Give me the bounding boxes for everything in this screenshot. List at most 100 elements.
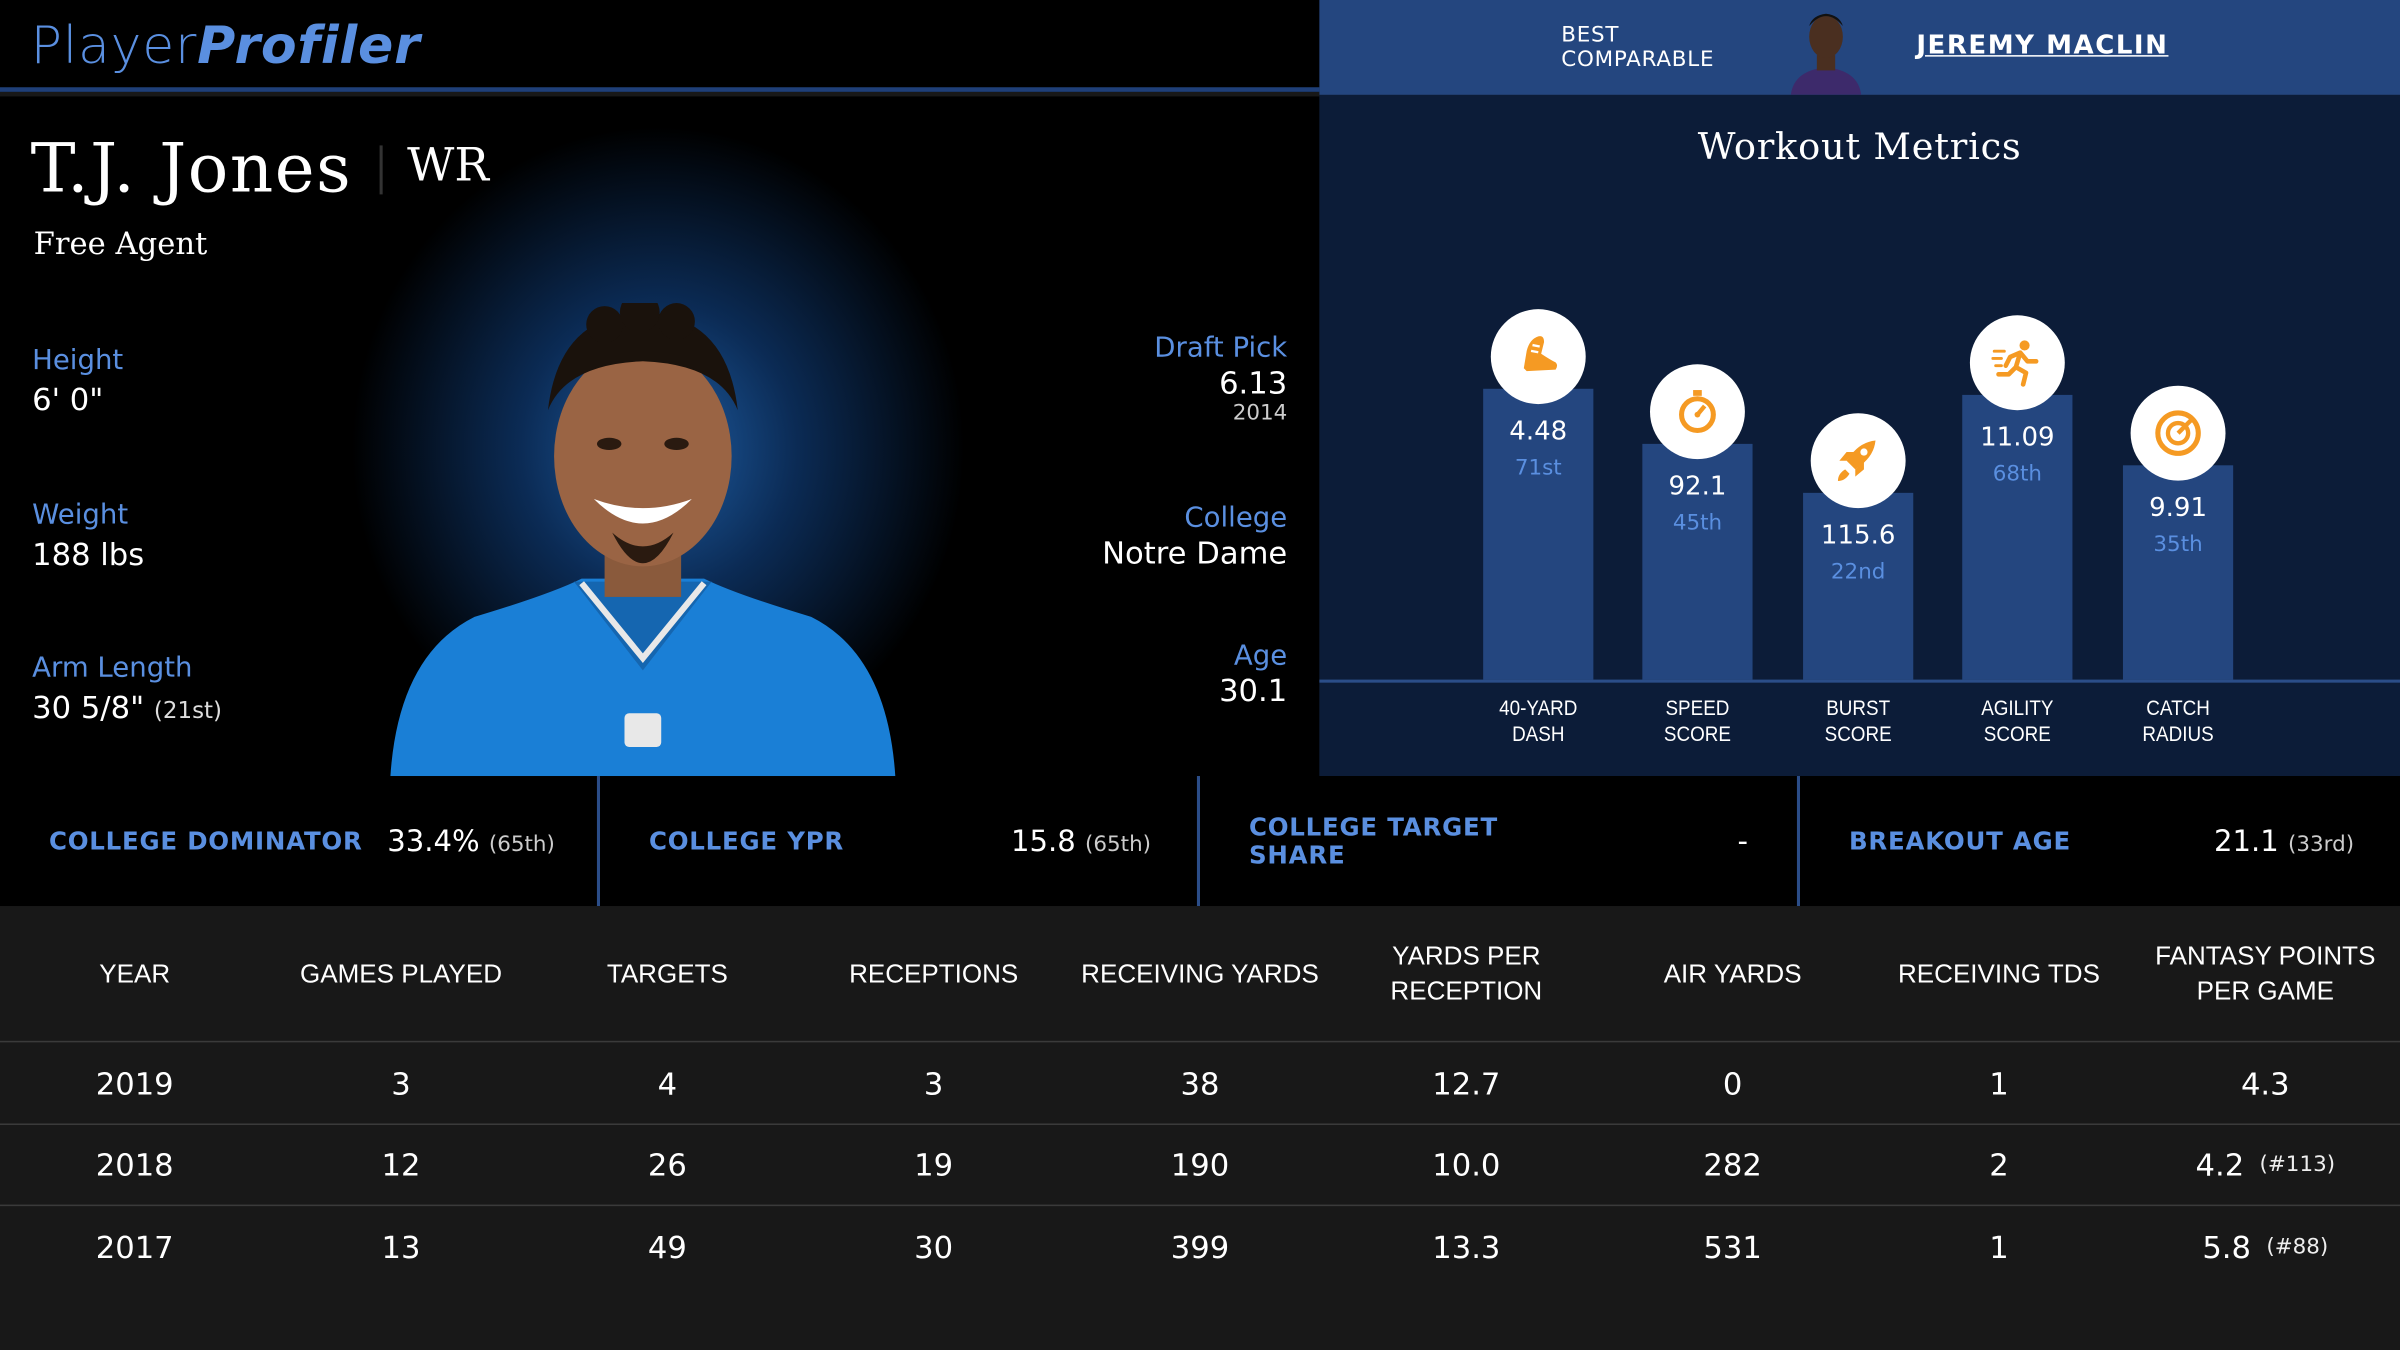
table-cell-value: 3: [923, 1064, 944, 1102]
chart-axis: [1319, 679, 2400, 683]
table-cell-value: 531: [1703, 1228, 1762, 1266]
college-ypr-value: 15.8 (65th): [1011, 825, 1151, 859]
workout-bar-catch-radius[interactable]: [2122, 465, 2234, 680]
breakout-age-cell: BREAKOUT AGE 21.1 (33rd): [1800, 776, 2400, 906]
college-dominator-cell: COLLEGE DOMINATOR 33.4% (65th): [0, 776, 600, 907]
table-cell-value: 10.0: [1432, 1146, 1501, 1184]
workout-label-catch-radius: CATCH RADIUS: [2111, 695, 2246, 747]
table-cell: 13: [269, 1206, 532, 1287]
arm-length-rank: (21st): [153, 696, 223, 724]
table-cell: 3: [269, 1042, 532, 1123]
table-cell-value: 0: [1722, 1064, 1743, 1102]
workout-bar-agility-score[interactable]: [1962, 394, 2073, 680]
table-cell-value: 4.2: [2195, 1146, 2245, 1184]
table-cell: 2018: [3, 1124, 266, 1205]
age-label: Age: [1233, 639, 1288, 672]
workout-label-line1: 40-YARD: [1499, 694, 1578, 720]
weight-label: Weight: [32, 498, 129, 532]
table-cell-value: 5.8: [2202, 1228, 2252, 1266]
workout-bar-speed-score[interactable]: [1642, 443, 1753, 680]
table-cell: 26: [536, 1124, 799, 1205]
table-cell: 2: [1867, 1124, 2130, 1205]
shoe-icon: [1490, 309, 1586, 405]
workout-label-line2: SCORE: [1663, 720, 1731, 746]
table-row: 2019 3 4 3 38 12.7 0 1 4.3: [0, 1040, 2400, 1123]
workout-bar-40-yard-dash[interactable]: [1483, 388, 1594, 680]
career-stats-table: YEAR GAMES PLAYED TARGETS RECEPTIONS RECEIVI…: [0, 906, 2400, 1350]
workout-percentile-40-yard-dash: 71st: [1514, 456, 1562, 481]
table-cell-value: 30: [914, 1228, 954, 1266]
workout-value-speed-score: 92.1: [1668, 471, 1727, 503]
breakout-age-value: 21.1 (33rd): [2214, 825, 2354, 859]
workout-value-catch-radius: 9.91: [2149, 492, 2208, 524]
college-ypr-rank: (65th): [1085, 832, 1152, 858]
column-header-year[interactable]: YEAR: [99, 958, 171, 989]
column-header-air-yards[interactable]: AIR YARDS: [1663, 958, 1802, 989]
stopwatch-icon: [1650, 364, 1745, 460]
column-header-fantasy-points-per-game[interactable]: FANTASY POINTS PER GAME: [2155, 941, 2376, 1006]
column-header-receiving-yards[interactable]: RECEIVING YARDS: [1081, 958, 1319, 989]
workout-label-line2: SCORE: [1983, 720, 2051, 746]
table-cell: 13.3: [1335, 1206, 1598, 1287]
column-header-yards-per-reception[interactable]: YARDS PER RECEPTION: [1390, 941, 1543, 1006]
player-team: Free Agent: [33, 225, 208, 262]
table-cell: 12: [269, 1124, 532, 1205]
table-cell: 10.0: [1335, 1124, 1598, 1205]
workout-percentile-catch-radius: 35th: [2153, 532, 2203, 558]
table-cell: 12.7: [1335, 1042, 1598, 1123]
rocket-icon: [1810, 413, 1906, 509]
workout-label-line1: CATCH: [2146, 694, 2210, 720]
column-header-games-played[interactable]: GAMES PLAYED: [300, 958, 502, 989]
table-cell-value: 3: [391, 1064, 411, 1102]
workout-label-line1: AGILITY: [1981, 694, 2054, 720]
college-target-share-label-line2: SHARE: [1248, 840, 1346, 870]
table-cell: 4.2 (#113): [2134, 1124, 2397, 1205]
player-photo: [383, 292, 903, 778]
age-value: 30.1: [1219, 671, 1288, 709]
name-divider: [379, 145, 383, 195]
best-comparable-link[interactable]: JEREMY MACLIN: [1916, 30, 2169, 62]
site-header: PlayerProfiler: [0, 0, 1320, 92]
table-cell-value: 1: [1989, 1064, 2009, 1102]
college-dominator-rank: (65th): [488, 832, 555, 858]
table-cell-value: 2019: [95, 1064, 174, 1102]
workout-label-line2: RADIUS: [2142, 720, 2214, 746]
best-comparable-label: BEST COMPARABLE: [1561, 23, 1714, 72]
college-stat: College Notre Dame: [1102, 502, 1287, 571]
site-logo[interactable]: PlayerProfiler: [31, 15, 421, 76]
table-cell-value: 2018: [95, 1146, 174, 1184]
column-header-receptions[interactable]: RECEPTIONS: [849, 958, 1019, 989]
workout-metrics-panel: Workout Metrics 4.48 71st 40-YARD DASH 92.1 4…: [1319, 94, 2400, 777]
breakout-age-number: 21.1: [2214, 825, 2279, 859]
column-header-targets[interactable]: TARGETS: [606, 958, 728, 989]
college-ypr-label: COLLEGE YPR: [648, 826, 845, 856]
table-cell: 49: [536, 1206, 799, 1287]
table-cell: 2019: [3, 1042, 266, 1123]
fantasy-rank: (#113): [2259, 1152, 2336, 1178]
college-dominator-value: 33.4% (65th): [387, 825, 555, 859]
table-cell-value: 190: [1170, 1146, 1230, 1184]
arm-length-value: 30 5/8" (21st): [32, 689, 222, 726]
college-label: College: [1184, 502, 1288, 535]
logo-part-player: Player: [30, 15, 198, 77]
college-dominator-number: 33.4%: [387, 825, 480, 859]
college-target-share-label: COLLEGE TARGET SHARE: [1249, 814, 1498, 869]
table-cell-value: 2017: [95, 1228, 174, 1266]
runner-icon: [1969, 315, 2065, 411]
table-cell-value: 12: [381, 1146, 421, 1184]
table-cell: 0: [1601, 1042, 1864, 1123]
table-cell: 190: [1068, 1124, 1331, 1205]
workout-bar-burst-score[interactable]: [1803, 492, 1914, 680]
table-cell: 1: [1867, 1206, 2130, 1287]
column-header-receiving-tds[interactable]: RECEIVING TDS: [1898, 958, 2100, 989]
player-panel: T.J. Jones WR Free Agent Height 6' 0" We…: [0, 96, 1320, 778]
table-cell-value: 2: [1989, 1146, 2009, 1184]
table-row: 2017 13 49 30 399 13.3 531 1 5.8 (#88): [0, 1204, 2400, 1287]
workout-value-40-yard-dash: 4.48: [1509, 416, 1568, 447]
workout-label-agility-score: AGILITY SCORE: [1950, 695, 2085, 747]
table-cell: 2017: [3, 1206, 266, 1287]
comparable-avatar: [1779, 3, 1874, 95]
player-position: WR: [407, 139, 489, 193]
workout-label-line2: SCORE: [1824, 720, 1892, 746]
table-cell: 5.8 (#88): [2134, 1206, 2397, 1287]
